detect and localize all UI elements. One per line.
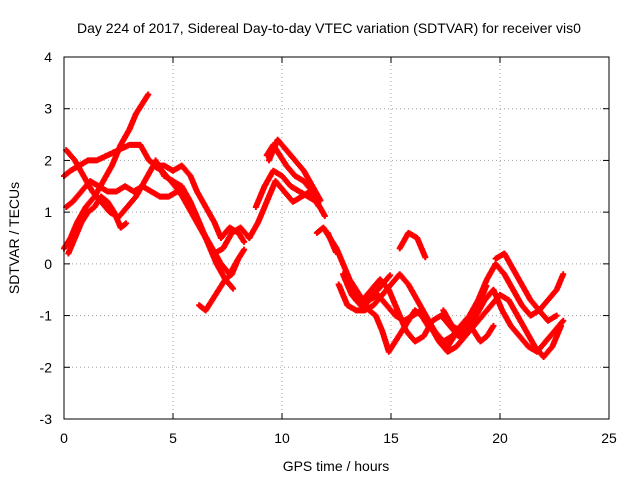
data-point bbox=[241, 238, 248, 245]
series-track-1 bbox=[61, 141, 567, 345]
data-point bbox=[123, 220, 130, 227]
x-tick-label: 5 bbox=[169, 430, 177, 446]
data-point bbox=[241, 246, 248, 253]
data-point bbox=[560, 317, 567, 324]
x-tick-label: 20 bbox=[492, 430, 508, 446]
data-point bbox=[553, 312, 560, 319]
data-point bbox=[145, 91, 152, 98]
x-tick-label: 25 bbox=[601, 430, 617, 446]
data-point bbox=[230, 285, 237, 292]
data-point bbox=[387, 272, 394, 279]
x-tick-label: 0 bbox=[60, 430, 68, 446]
series-track-5 bbox=[65, 193, 497, 355]
data-point bbox=[317, 197, 324, 204]
data-points bbox=[61, 91, 567, 360]
x-axis-label: GPS time / hours bbox=[283, 458, 390, 474]
y-tick-label: 0 bbox=[44, 256, 52, 272]
data-point bbox=[483, 282, 490, 289]
axes: 0 5 10 15 20 25 -3 -2 -1 0 1 2 3 4 bbox=[40, 49, 617, 446]
x-tick-label: 10 bbox=[274, 430, 290, 446]
data-point bbox=[560, 271, 567, 278]
y-tick-label: 1 bbox=[44, 204, 52, 220]
data-point bbox=[422, 254, 429, 261]
y-tick-label: -3 bbox=[40, 411, 53, 427]
data-point bbox=[315, 202, 322, 209]
y-tick-label: 3 bbox=[44, 101, 52, 117]
grid bbox=[64, 57, 609, 419]
y-tick-label: 2 bbox=[44, 152, 52, 168]
x-tick-label: 15 bbox=[383, 430, 399, 446]
plot-frame bbox=[63, 56, 610, 420]
y-axis-label: SDTVAR / TECUs bbox=[6, 182, 22, 294]
y-tick-label: 4 bbox=[44, 49, 52, 65]
data-point bbox=[321, 213, 328, 220]
y-tick-label: -1 bbox=[40, 308, 53, 324]
series-track-4 bbox=[63, 147, 567, 355]
y-tick-label: -2 bbox=[40, 359, 53, 375]
chart-title: Day 224 of 2017, Sidereal Day-to-day VTE… bbox=[77, 20, 581, 36]
data-point bbox=[490, 322, 497, 329]
